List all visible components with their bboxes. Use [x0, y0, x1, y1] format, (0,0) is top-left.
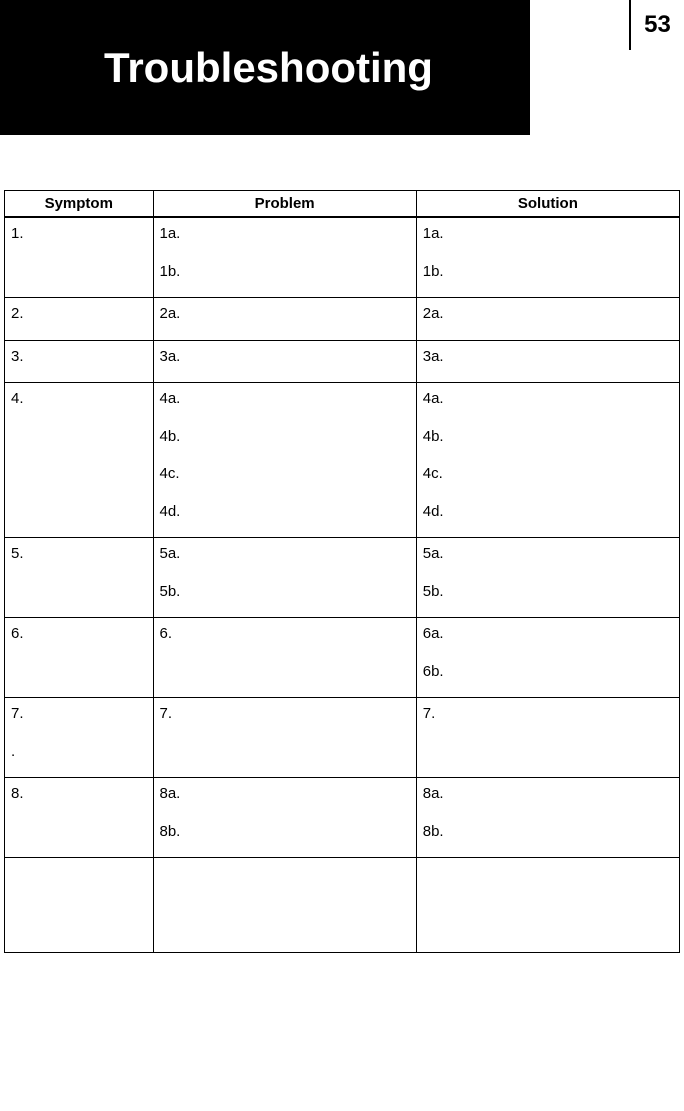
table-row: 8. 8a. 8b. 8a. 8b. [5, 778, 680, 858]
table-row: 7..7.7. [5, 698, 680, 778]
cell-item: 6a. [423, 624, 673, 644]
cell-item: 7. [11, 704, 147, 724]
cell-item: 8a. [423, 784, 673, 804]
cell-item: 1b. [423, 262, 673, 282]
cell-item: 4d. [423, 502, 673, 522]
cell-item: 6b. [423, 662, 673, 682]
cell-item: 4b. [423, 427, 673, 447]
cell-symptom: 4. [5, 383, 154, 538]
cell-item: 2. [11, 304, 147, 324]
cell-item: 8. [11, 784, 147, 804]
cell-item: 1. [11, 224, 147, 244]
cell-item: 2a. [160, 304, 410, 324]
cell-item: 5a. [423, 544, 673, 564]
cell-symptom: 3. [5, 340, 154, 383]
cell-item: 5a. [160, 544, 410, 564]
cell-symptom [5, 858, 154, 953]
cell-solution: 8a. 8b. [416, 778, 679, 858]
table-row: 2. 2a. 2a. [5, 298, 680, 341]
cell-item: 7. [160, 704, 410, 724]
cell-solution: 4a. 4b. 4c. 4d. [416, 383, 679, 538]
header-area: Troubleshooting 53 [0, 0, 684, 135]
column-header-problem: Problem [153, 191, 416, 218]
table-container: Symptom Problem Solution 1. 1a. 1b. 1a. 1b. 2… [4, 190, 680, 953]
cell-problem: 8a. 8b. [153, 778, 416, 858]
cell-symptom: 7.. [5, 698, 154, 778]
cell-item: 5b. [423, 582, 673, 602]
table-row: 6. 6. 6a. 6b. [5, 618, 680, 698]
cell-item: 4. [11, 389, 147, 409]
cell-item: 4c. [423, 464, 673, 484]
table-row: 3. 3a. 3a. [5, 340, 680, 383]
table-row: 1. 1a. 1b. 1a. 1b. [5, 217, 680, 298]
table-header-row: Symptom Problem Solution [5, 191, 680, 218]
cell-item: 5b. [160, 582, 410, 602]
cell-problem: 2a. [153, 298, 416, 341]
cell-solution: 6a. 6b. [416, 618, 679, 698]
cell-problem: 3a. [153, 340, 416, 383]
cell-item: 5. [11, 544, 147, 564]
cell-symptom: 5. [5, 538, 154, 618]
cell-solution: 3a. [416, 340, 679, 383]
cell-item: 3a. [423, 347, 673, 367]
troubleshooting-table: Symptom Problem Solution 1. 1a. 1b. 1a. 1b. 2… [4, 190, 680, 953]
cell-item: 3. [11, 347, 147, 367]
cell-problem: 5a. 5b. [153, 538, 416, 618]
table-body: 1. 1a. 1b. 1a. 1b. 2. 2a. 2a. 3. 3a. 3a. 4. 4a. 4b. 4c… [5, 217, 680, 953]
cell-problem: 6. [153, 618, 416, 698]
cell-symptom: 8. [5, 778, 154, 858]
cell-symptom: 1. [5, 217, 154, 298]
cell-symptom: 2. [5, 298, 154, 341]
cell-item: 2a. [423, 304, 673, 324]
cell-item: 1b. [160, 262, 410, 282]
page-number-box: 53 [629, 0, 684, 50]
page-title: Troubleshooting [104, 44, 433, 92]
cell-item: 4a. [423, 389, 673, 409]
cell-problem: 7. [153, 698, 416, 778]
cell-item: 4c. [160, 464, 410, 484]
cell-solution: 5a. 5b. [416, 538, 679, 618]
cell-item: 4a. [160, 389, 410, 409]
cell-solution [416, 858, 679, 953]
table-row [5, 858, 680, 953]
cell-symptom: 6. [5, 618, 154, 698]
cell-item: 3a. [160, 347, 410, 367]
cell-solution: 7. [416, 698, 679, 778]
page-number: 53 [644, 11, 671, 39]
cell-item: 6. [11, 624, 147, 644]
cell-item: 4b. [160, 427, 410, 447]
cell-item: 8b. [160, 822, 410, 842]
cell-item: 6. [160, 624, 410, 644]
cell-item: 8b. [423, 822, 673, 842]
cell-item: 1a. [160, 224, 410, 244]
cell-item: 4d. [160, 502, 410, 522]
table-row: 5. 5a. 5b. 5a. 5b. [5, 538, 680, 618]
cell-problem: 4a. 4b. 4c. 4d. [153, 383, 416, 538]
cell-solution: 2a. [416, 298, 679, 341]
column-header-solution: Solution [416, 191, 679, 218]
cell-item: 1a. [423, 224, 673, 244]
cell-item: . [11, 742, 147, 762]
title-box: Troubleshooting [0, 0, 530, 135]
cell-item: 8a. [160, 784, 410, 804]
table-row: 4. 4a. 4b. 4c. 4d. 4a. 4b. 4c. 4d. [5, 383, 680, 538]
cell-problem: 1a. 1b. [153, 217, 416, 298]
cell-solution: 1a. 1b. [416, 217, 679, 298]
column-header-symptom: Symptom [5, 191, 154, 218]
cell-problem [153, 858, 416, 953]
cell-item: 7. [423, 704, 673, 724]
